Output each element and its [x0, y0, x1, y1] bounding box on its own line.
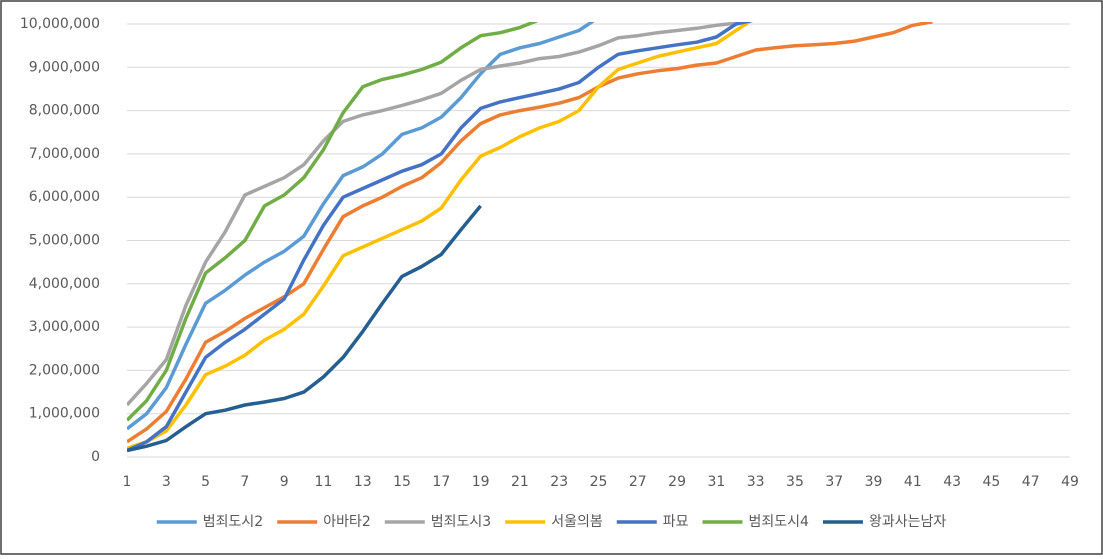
series-line — [127, 22, 753, 450]
x-tick-label: 9 — [280, 474, 289, 490]
x-tick-label: 25 — [590, 474, 608, 490]
x-tick-label: 35 — [786, 474, 804, 490]
series-line — [127, 22, 539, 422]
y-tick-label: 4,000,000 — [29, 276, 100, 292]
x-tick-label: 43 — [943, 474, 961, 490]
y-tick-label: 2,000,000 — [29, 362, 100, 378]
legend-label: 서울의봄 — [551, 514, 603, 530]
x-tick-label: 47 — [1022, 474, 1040, 490]
x-tick-label: 11 — [315, 474, 333, 490]
x-tick-label: 5 — [201, 474, 210, 490]
x-tick-label: 15 — [393, 474, 411, 490]
x-tick-label: 21 — [511, 474, 529, 490]
x-tick-label: 41 — [904, 474, 922, 490]
legend-label: 파묘 — [663, 514, 689, 530]
series-line — [127, 22, 737, 407]
x-tick-label: 33 — [747, 474, 765, 490]
x-tick-label: 29 — [668, 474, 686, 490]
y-tick-label: 8,000,000 — [29, 103, 100, 119]
x-tick-label: 7 — [240, 474, 249, 490]
y-tick-label: 1,000,000 — [29, 406, 100, 422]
y-tick-label: 3,000,000 — [29, 319, 100, 335]
x-tick-label: 17 — [432, 474, 450, 490]
x-tick-label: 31 — [707, 474, 725, 490]
y-tick-label: 10,000,000 — [20, 16, 100, 32]
legend-label: 아바타2 — [323, 514, 371, 530]
y-tick-label: 7,000,000 — [29, 146, 100, 162]
y-tick-label: 6,000,000 — [29, 189, 100, 205]
x-tick-label: 45 — [983, 474, 1001, 490]
x-tick-label: 13 — [354, 474, 372, 490]
x-tick-label: 49 — [1061, 474, 1079, 490]
x-tick-label: 3 — [162, 474, 171, 490]
series-line — [127, 22, 595, 431]
series-line — [127, 204, 482, 453]
x-tick-label: 27 — [629, 474, 647, 490]
legend-label: 왕과사는남자 — [869, 514, 946, 530]
series-line — [127, 22, 933, 444]
x-tick-label: 37 — [825, 474, 843, 490]
x-tick-label: 1 — [123, 474, 132, 490]
series-line — [127, 22, 754, 453]
legend-label: 범죄도시4 — [749, 514, 810, 530]
x-tick-label: 19 — [472, 474, 490, 490]
legend-label: 범죄도시3 — [431, 514, 491, 530]
x-tick-label: 39 — [865, 474, 883, 490]
y-tick-label: 0 — [91, 449, 100, 465]
y-tick-label: 9,000,000 — [29, 59, 100, 75]
legend-label: 범죄도시2 — [203, 514, 263, 530]
x-tick-label: 23 — [550, 474, 568, 490]
y-tick-label: 5,000,000 — [29, 233, 100, 249]
